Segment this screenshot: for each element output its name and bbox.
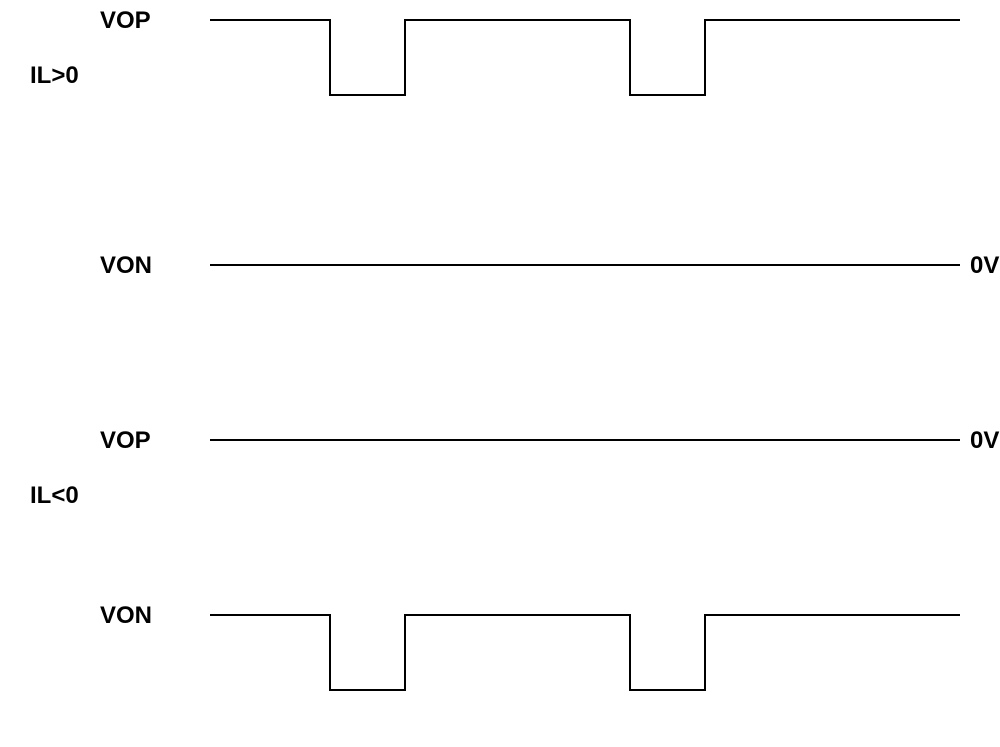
- von-neg-trace: [0, 0, 1000, 747]
- timing-diagram: VOPIL>0VON0VVOP0VIL<0VON: [0, 0, 1000, 747]
